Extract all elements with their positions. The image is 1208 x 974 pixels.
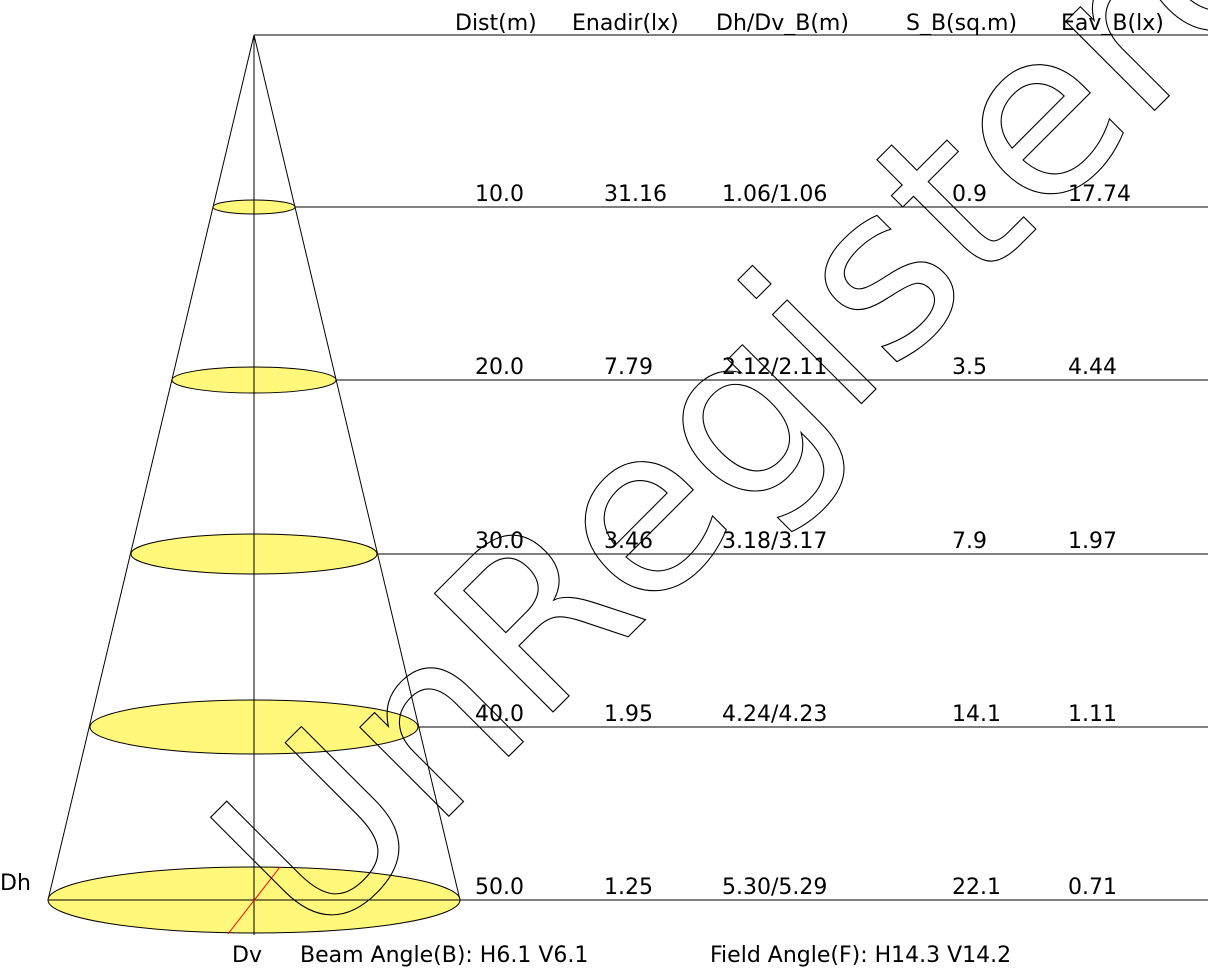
column-header: Dist(m): [455, 11, 537, 36]
cell-dhdv: 4.24/4.23: [722, 702, 827, 727]
cell-s: 22.1: [952, 875, 1001, 900]
table-header: Dist(m) Enadir(lx) Dh/Dv_B(m) S_B(sq.m) Eav_…: [455, 11, 1164, 36]
dv-diameter-line: [227, 866, 281, 935]
cell-enadir: 1.25: [604, 875, 653, 900]
cell-dist: 10.0: [475, 182, 524, 207]
cell-dhdv: 3.18/3.17: [722, 529, 827, 554]
cell-dist: 30.0: [475, 529, 524, 554]
cell-eav: 0.71: [1068, 875, 1117, 900]
cone-left-edge: [47, 34, 255, 901]
field-angle-text: Field Angle(F): H14.3 V14.2: [710, 943, 1011, 968]
cell-eav: 1.11: [1068, 702, 1117, 727]
column-header: S_B(sq.m): [906, 11, 1017, 36]
cell-dist: 40.0: [475, 702, 524, 727]
cell-eav: 1.97: [1068, 529, 1117, 554]
cell-enadir: 7.79: [604, 355, 653, 380]
column-header: Dh/Dv_B(m): [716, 11, 849, 36]
cell-eav: 4.44: [1068, 355, 1117, 380]
dv-label: Dv: [232, 943, 262, 968]
cell-s: 14.1: [952, 702, 1001, 727]
dh-label: Dh: [0, 871, 31, 896]
distance-rows: 10.0 31.16 1.06/1.06 0.9 17.74 20.0 7.79 2.12/2…: [475, 182, 1131, 900]
cell-s: 0.9: [952, 182, 987, 207]
beam-angle-text: Beam Angle(B): H6.1 V6.1: [300, 943, 588, 968]
cell-dist: 50.0: [475, 875, 524, 900]
cell-s: 7.9: [952, 529, 987, 554]
cell-eav: 17.74: [1068, 182, 1131, 207]
column-header: Enadir(lx): [572, 11, 679, 36]
unregistered-watermark: UnRegistered: [165, 0, 1208, 974]
cone-right-edge: [253, 34, 461, 901]
beam-cone: [47, 34, 1208, 935]
cell-dhdv: 5.30/5.29: [722, 875, 827, 900]
cell-dhdv: 2.12/2.11: [722, 355, 827, 380]
cell-enadir: 1.95: [604, 702, 653, 727]
cell-s: 3.5: [952, 355, 987, 380]
cell-enadir: 3.46: [604, 529, 653, 554]
cell-dhdv: 1.06/1.06: [722, 182, 827, 207]
cell-enadir: 31.16: [604, 182, 667, 207]
cell-dist: 20.0: [475, 355, 524, 380]
column-header: Eav_B(lx): [1061, 11, 1164, 36]
